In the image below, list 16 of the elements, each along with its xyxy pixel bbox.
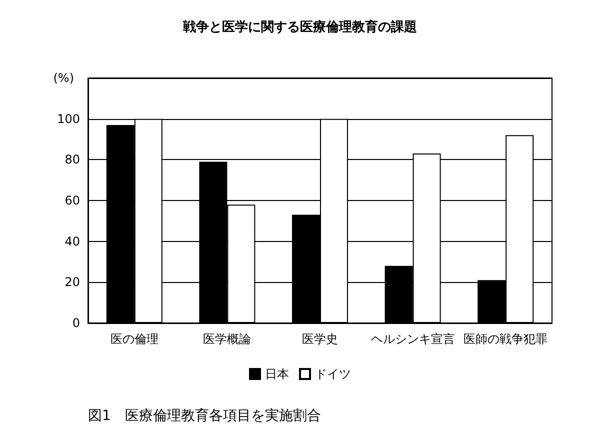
caption: 図1 医療倫理教育各項目を実施割合 (88, 407, 321, 424)
y-tick-label: 40 (64, 234, 80, 248)
x-tick-label: 医師の戦争犯罪 (464, 332, 548, 346)
y-tick-label: 0 (72, 316, 80, 330)
x-tick-label: ヘルシンキ宣言 (370, 332, 455, 346)
x-tick-label: 医学史 (302, 332, 338, 346)
y-tick-label: 20 (64, 275, 80, 290)
legend-label: 日本 (265, 367, 289, 381)
x-tick-label: 医の倫理 (110, 332, 158, 346)
y-axis-title: (%) (53, 71, 74, 85)
y-tick-label: 100 (57, 112, 80, 126)
chart-title: 戦争と医学に関する医療倫理教育の課題 (182, 19, 417, 35)
y-tick-label: 60 (64, 194, 80, 208)
x-tick-label: 医学概論 (203, 332, 252, 346)
legend-label: ドイツ (315, 367, 351, 381)
y-tick-label: 80 (64, 152, 80, 167)
